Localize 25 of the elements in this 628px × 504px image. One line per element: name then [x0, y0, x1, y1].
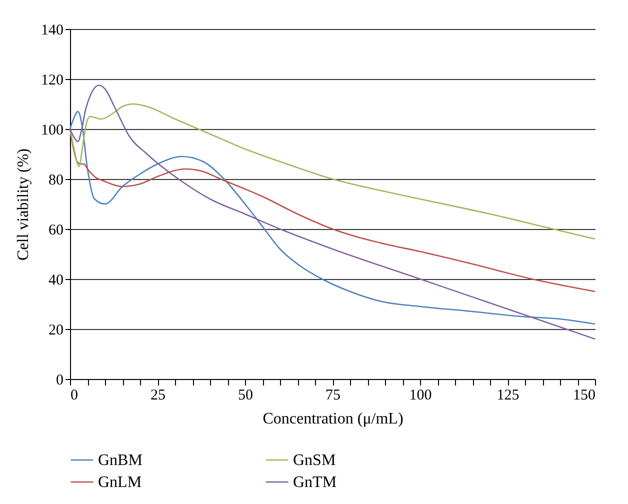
x-tick-label: 75 — [326, 388, 340, 404]
x-tick-label: 150 — [573, 388, 596, 404]
x-tick-label: 25 — [150, 388, 166, 404]
line-series — [69, 84, 596, 340]
y-axis-title: Cell viability (%) — [15, 148, 32, 260]
y-tick-label: 120 — [41, 72, 64, 88]
line-series — [69, 128, 596, 292]
x-tick-label: 100 — [409, 388, 432, 404]
x-tick-label: 125 — [496, 388, 520, 404]
x-axis-title: Concentration (μ/mL) — [262, 410, 404, 428]
legend-label: GnSM — [293, 452, 336, 469]
x-tick-label: 50 — [238, 388, 253, 404]
y-tick-label: 140 — [41, 22, 64, 38]
y-tick-label: 40 — [48, 272, 64, 288]
legend-label: GnTM — [293, 474, 337, 491]
legend-label: GnBM — [98, 452, 142, 469]
x-tick-label: 0 — [70, 388, 78, 404]
y-tick-label: 20 — [48, 322, 64, 338]
legend-label: GnLM — [98, 474, 142, 491]
y-tick-label: 0 — [56, 372, 64, 388]
y-tick-label: 80 — [48, 172, 64, 188]
line-series — [69, 110, 596, 325]
y-tick-label: 100 — [41, 122, 64, 138]
line-series — [69, 103, 596, 240]
y-tick-label: 60 — [48, 222, 64, 238]
